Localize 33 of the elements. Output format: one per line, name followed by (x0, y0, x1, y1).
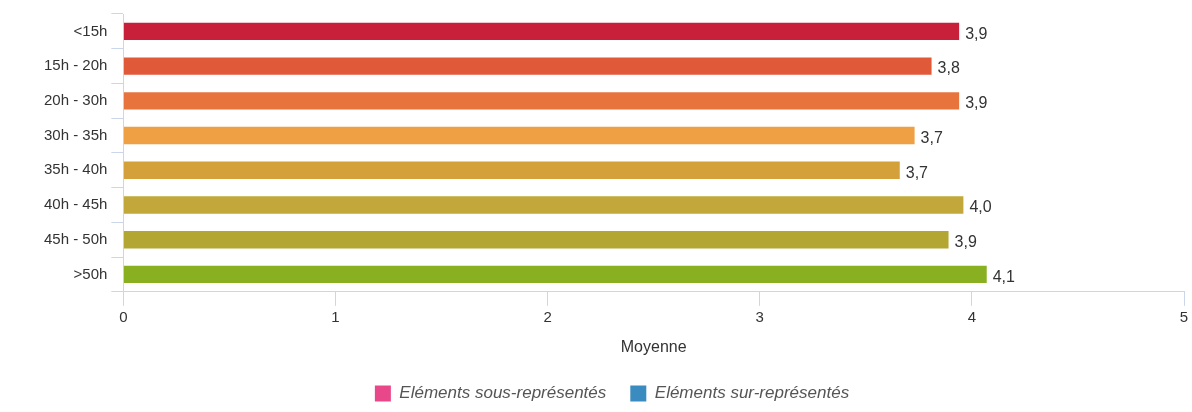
bar (123, 265, 987, 284)
legend-label: Eléments sous-représentés (399, 383, 607, 403)
y-tick-label: 20h - 30h (43, 90, 108, 108)
bar (123, 126, 915, 145)
x-tick-label: 0 (119, 307, 128, 325)
y-tick-label: 30h - 35h (43, 125, 108, 143)
data-label: 4,1 (992, 267, 1016, 285)
bar (123, 57, 932, 75)
bar (123, 196, 964, 214)
y-tick-label: <15h (73, 21, 108, 39)
data-label: 3,7 (905, 163, 929, 181)
bar (123, 231, 949, 249)
x-axis-title: Moyenne (620, 337, 687, 355)
data-label: 3,8 (937, 59, 960, 77)
y-tick-label: 40h - 45h (43, 195, 108, 213)
y-tick-label: >50h (73, 264, 108, 282)
x-tick-label: 4 (967, 307, 977, 325)
x-tick-label: 5 (1179, 307, 1189, 325)
y-tick-label: 45h - 50h (43, 229, 108, 247)
bar (123, 92, 960, 110)
legend-label: Eléments sur-représentés (654, 383, 850, 403)
data-label: 3,9 (965, 24, 988, 42)
y-tick-label: 35h - 40h (43, 160, 108, 178)
x-tick-label: 2 (543, 307, 552, 325)
data-label: 3,9 (965, 94, 988, 112)
x-tick-label: 1 (331, 307, 340, 325)
data-label: 3,7 (920, 128, 943, 146)
x-tick-label: 3 (755, 307, 764, 325)
data-label: 3,9 (954, 233, 977, 251)
bar (123, 22, 960, 41)
bar (123, 161, 900, 179)
y-tick-label: 15h - 20h (43, 56, 108, 74)
data-label: 4,0 (969, 198, 992, 216)
